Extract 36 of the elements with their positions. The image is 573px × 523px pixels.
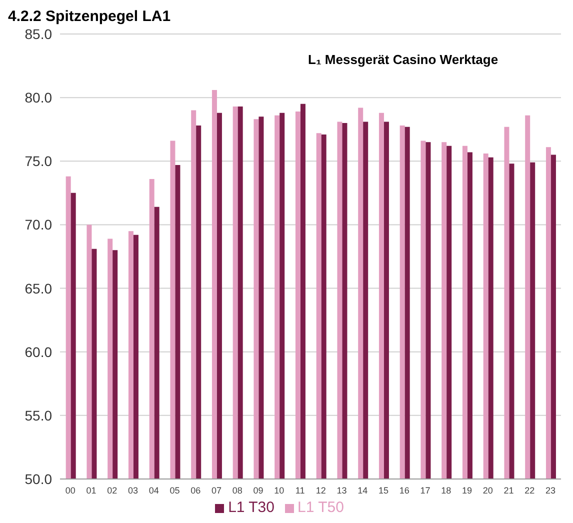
y-tick-label: 50.0 [24,470,52,487]
x-tick-label: 13 [336,485,347,496]
y-tick-label: 75.0 [24,153,52,170]
x-tick-label: 21 [504,485,514,496]
x-tick-label: 01 [86,485,96,496]
legend-label: L1 T50 [298,499,344,516]
x-tick-label: 14 [358,485,368,496]
y-tick-label: 70.0 [24,216,52,233]
x-tick-label: 04 [148,485,159,496]
x-tick-label: 08 [232,485,242,496]
x-tick-label: 18 [441,485,452,496]
x-tick-label: 20 [482,485,493,496]
x-tick-label: 16 [399,485,410,496]
x-tick-label: 02 [107,485,118,496]
x-tick-label: 07 [212,485,222,496]
x-tick-label: 23 [546,485,556,496]
x-tick-label: 05 [170,485,180,496]
text: L₁ Messgerät Casino Werktage [308,52,498,67]
x-tick-label: 19 [462,485,472,496]
y-tick-label: 65.0 [24,280,52,296]
y-tick-label: 60.0 [24,344,52,360]
x-tick-label: 11 [295,485,305,496]
x-tick-label: 06 [190,485,201,496]
x-tick-label: 00 [65,485,76,496]
x-tick-label: 15 [378,485,389,496]
x-tick-label: 17 [420,485,430,496]
x-tick-label: 12 [316,485,326,496]
legend-label: L1 T30 [228,499,274,516]
chart-title: 4.2.2 Spitzenpegel LA1 [8,8,172,26]
y-tick-label: 55.0 [24,407,52,424]
x-tick-label: 22 [524,485,535,496]
x-tick-label: 09 [253,485,264,496]
y-tick-label: 80.0 [24,90,52,106]
x-tick-label: 03 [128,485,138,496]
x-tick-label: 10 [274,485,284,496]
y-tick-label: 85.0 [24,26,52,42]
